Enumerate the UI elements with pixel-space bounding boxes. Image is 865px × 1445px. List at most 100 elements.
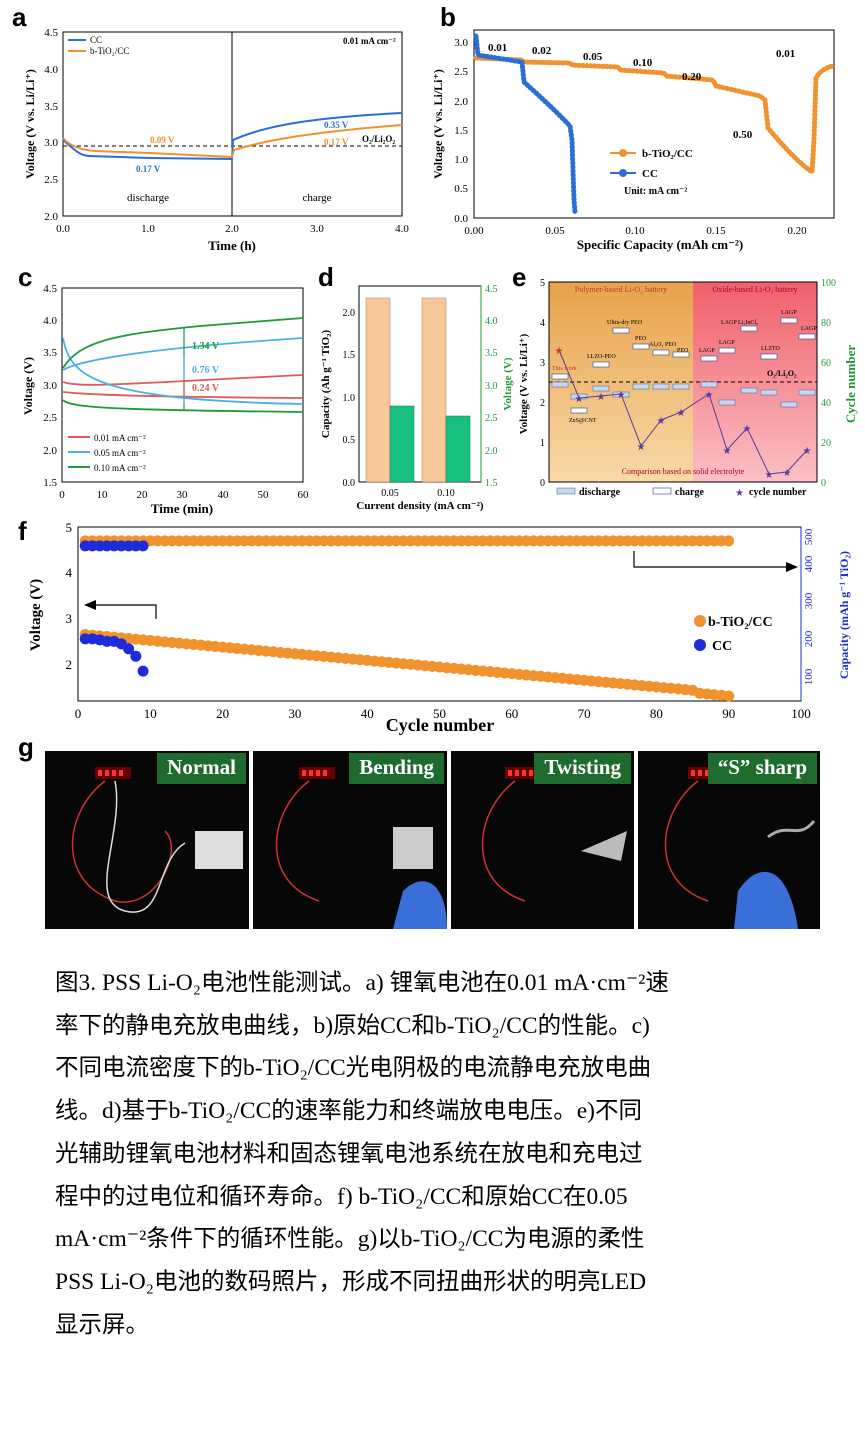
caption-line-5: 程中的过电位和循环寿命。f) b-TiO₂/CC和原始CC在0.05 [55,1183,628,1210]
d-ytick-r2: 2.5 [485,413,498,424]
b-ytick-4: 2.0 [454,96,468,108]
b-unit: Unit: mA cm⁻² [624,186,687,197]
d-ytick-r0: 1.5 [485,478,498,489]
e-label-10: LLZTO [761,346,781,352]
f-xtick-4: 40 [361,706,374,721]
c-series-005-dis [62,337,304,405]
c-xtick-0: 0 [59,489,65,501]
f-cc-volt-8 [130,650,142,662]
e-ytick-r5: 100 [821,278,836,289]
f-cc-cap-9 [137,540,149,552]
caption-line-0: 图3. PSS Li-O₂电池性能测试。a) 锂氧电池在0.01 mA·cm⁻²… [55,970,669,996]
d-ytick-r3: 3.0 [485,381,498,392]
e-ytick-0: 0 [540,478,545,489]
c-xtick-1: 10 [97,489,109,501]
e-label-12: LAGP [801,326,817,332]
c-ytick-3: 3.0 [43,380,57,392]
panel-label-f: f [18,516,27,546]
b-xtick-2: 0.10 [625,225,645,237]
b-legend-cc: CC [642,168,658,180]
f-xtick-0: 0 [75,706,82,721]
b-ytick-1: 0.5 [454,183,468,195]
f-xtick-5: 50 [433,706,446,721]
e-ylabel-right: Cycle number [843,345,858,424]
e-region-right: Oxide-based Li-O₂ battery [713,285,798,294]
e-bottom: Comparison based on solid electrolyte [622,467,745,476]
a-ann-009: 0.09 V [150,135,175,145]
d-ytick-0: 0.0 [343,478,356,489]
c-series-001-dis [62,391,304,399]
d-ytick-1: 0.5 [343,435,356,446]
e-ytick-r3: 60 [821,358,831,369]
f-xtick-1: 10 [144,706,157,721]
f-xtick-6: 60 [505,706,518,721]
a-ytick-5: 4.5 [44,27,58,39]
c-ann-1: 0.76 V [192,365,220,376]
e-label-6: PEO [677,348,689,354]
chart-d: 0.0 0.5 1.0 1.5 2.0 1.5 2.0 2.5 3.0 3.5 … [320,284,514,512]
b-xtick-3: 0.15 [706,225,726,237]
d-ylabel-left: Capacity (Ah g⁻¹ TiO₂) [320,330,332,439]
c-ann-2: 0.24 V [192,383,220,394]
panel-label-c: c [18,262,33,292]
f-ylabel-left: Voltage (V) [28,579,44,651]
e-label-8: LAGP [719,340,735,346]
a-ytick-3: 3.5 [44,101,58,113]
f-ytick-2: 4 [66,565,73,580]
d-bar-cap-0 [365,297,391,483]
svg-text:★: ★ [743,424,752,435]
a-ytick-4: 4.0 [44,64,58,76]
b-series-cc [473,33,578,215]
f-ytick-3: 5 [66,520,73,535]
figure-caption: 图3. PSS Li-O₂电池性能测试。a) 锂氧电池在0.01 mA·cm⁻²… [55,962,815,1346]
f-legend-1: CC [712,639,732,654]
c-xlabel: Time (min) [151,501,213,516]
c-ytick-6: 4.5 [43,283,57,295]
c-xtick-6: 60 [298,489,310,501]
caption-line-2: 不同电流密度下的b-TiO₂/CC光电阴极的电流静电充放电曲 [55,1055,652,1082]
chart-e: 0 1 2 3 4 5 0 20 40 60 80 100 Voltage (V… [518,278,858,499]
chart-f: 2 3 4 5 100 200 300 400 500 0 10 20 30 40 50 6… [28,520,851,735]
f-ytick-1: 3 [66,611,73,626]
f-ytick-r3: 400 [803,555,815,572]
f-ytick-0: 2 [66,657,73,672]
e-legend-0: discharge [579,487,621,498]
svg-text:★: ★ [657,416,666,427]
svg-text:★: ★ [575,394,584,405]
panel-label-g: g [18,732,34,762]
e-legend-2: cycle number [749,487,807,498]
f-xtick-8: 80 [650,706,663,721]
a-xtick-1: 1.0 [141,223,155,235]
e-label-3: Ultra-dry PEO [607,320,643,326]
a-ytick-2: 3.0 [44,137,58,149]
c-ytick-1: 2.0 [43,445,57,457]
c-ann-0: 1.34 V [192,341,220,352]
chart-b: 0.0 0.5 1.0 1.5 2.0 2.5 3.0 0.00 0.05 0.… [431,29,837,252]
svg-text:★: ★ [723,446,732,457]
tag-twisting: Twisting [534,753,631,784]
photo-s-sharp: “S” sharp [638,751,820,929]
c-xtick-2: 20 [137,489,149,501]
a-ann-017: 0.17 V [136,164,161,174]
e-ref: O₂/Li₂O₂ [767,369,797,378]
e-label-11: LAGP [781,310,797,316]
c-ytick-0: 1.5 [43,477,57,489]
e-ylabel-left: Voltage (V vs. Li/Li⁺) [518,333,530,434]
c-series-010 [62,317,304,369]
tag-s-sharp: “S” sharp [707,753,817,784]
f-xtick-10: 100 [791,706,811,721]
panel-label-b: b [440,2,456,32]
a-ann-017b: 0.17 V [324,137,349,147]
svg-text:★: ★ [555,346,564,357]
c-legend-2: 0.10 mA cm⁻² [94,463,146,473]
d-bar-cap-1 [421,297,447,483]
a-ref: O₂/Li₂O₂ [362,134,395,144]
c-series-010-dis [62,399,304,413]
f-ytick-r4: 500 [803,528,815,545]
c-series-005 [62,337,304,371]
b-xtick-1: 0.05 [545,225,565,237]
f-cc-volt-9 [137,665,149,677]
c-series-001 [62,374,304,386]
e-ytick-5: 5 [540,278,545,289]
f-ytick-r2: 300 [803,592,815,609]
